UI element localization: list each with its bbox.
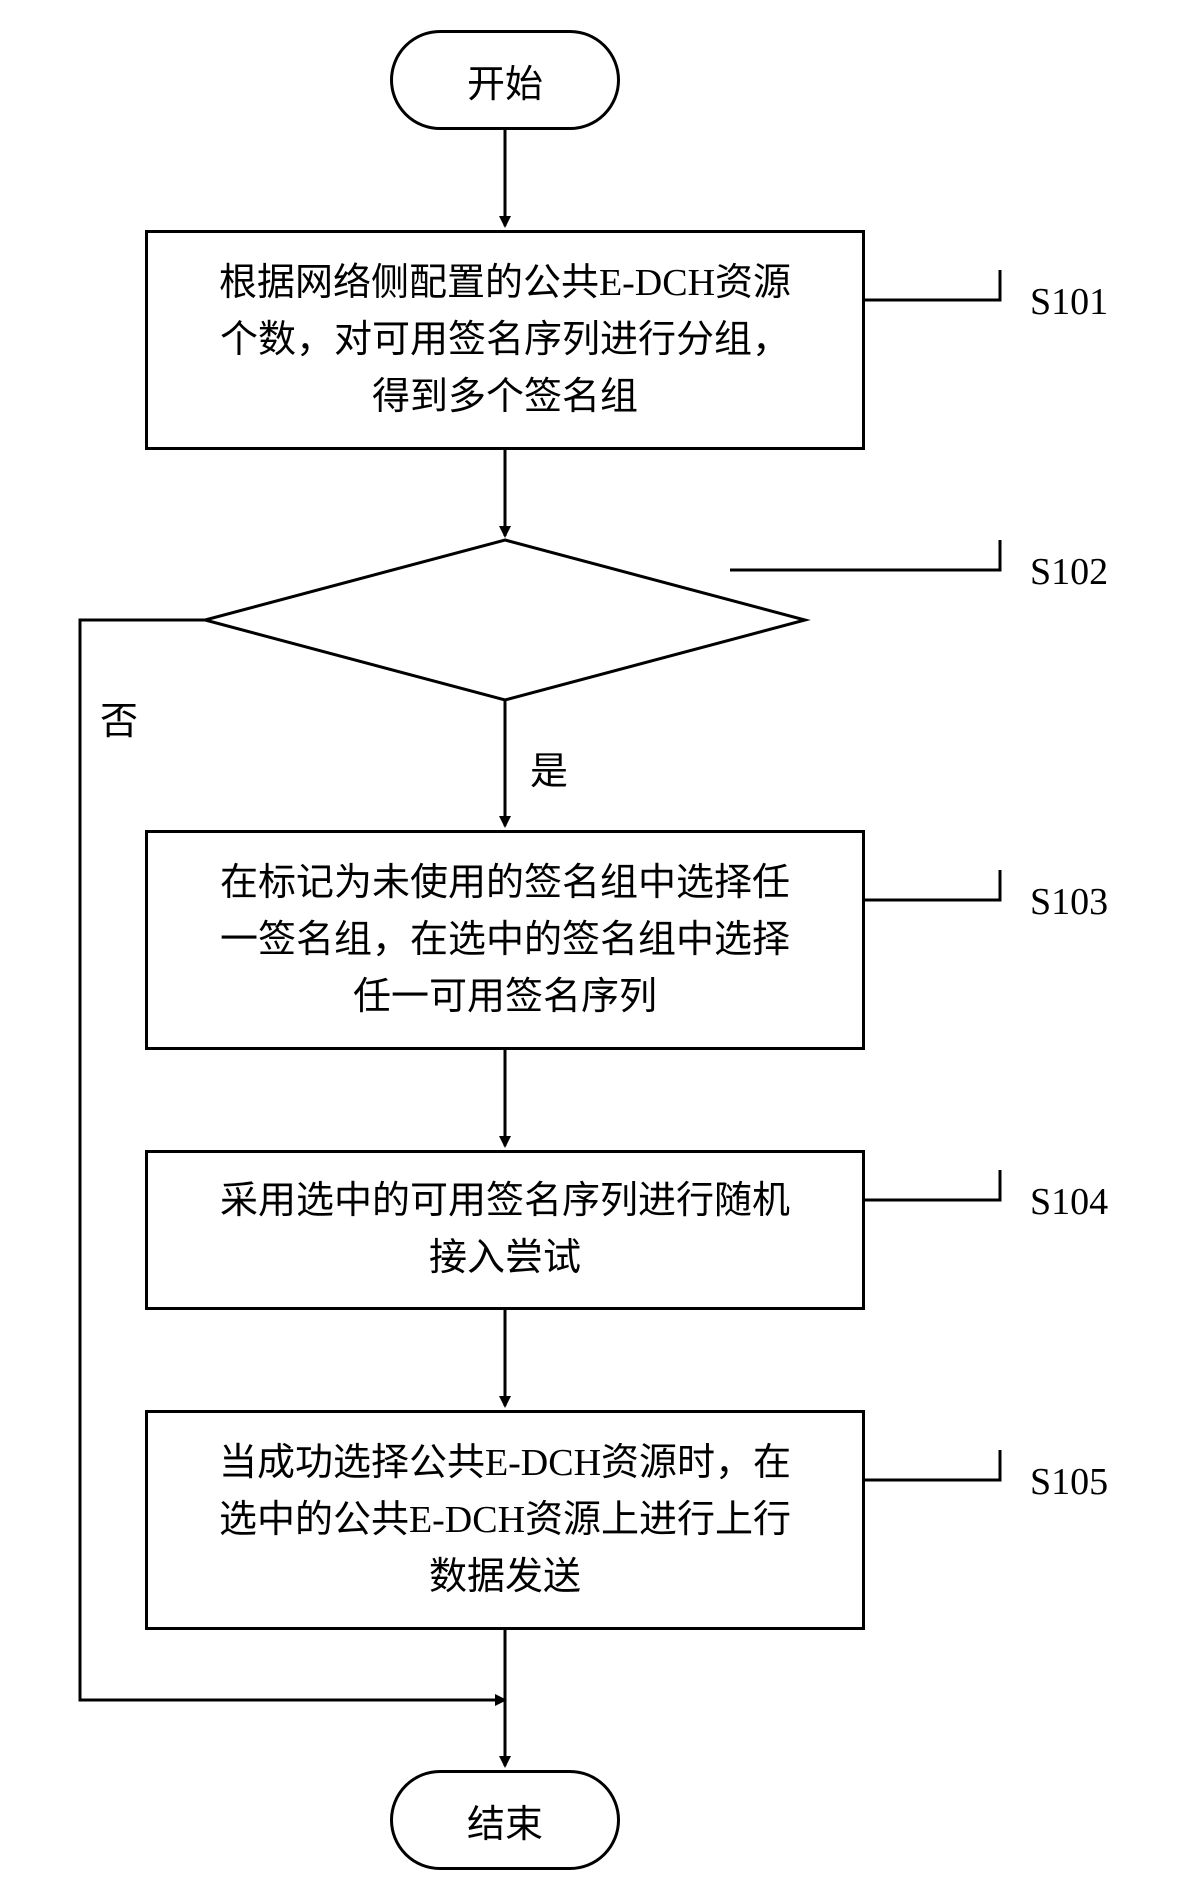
- end-text: 结束: [467, 1793, 543, 1848]
- step-label-s104: S104: [1030, 1180, 1108, 1224]
- step-label-s105: S105: [1030, 1460, 1108, 1504]
- step-label-s101: S101: [1030, 280, 1108, 324]
- process-s103-text: 在标记为未使用的签名组中选择任一签名组，在选中的签名组中选择任一可用签名序列: [220, 855, 790, 1026]
- process-s101: 根据网络侧配置的公共E-DCH资源个数，对可用签名序列进行分组，得到多个签名组: [145, 230, 865, 450]
- end-node: 结束: [390, 1770, 620, 1870]
- step-label-s103: S103: [1030, 880, 1108, 924]
- process-s104-text: 采用选中的可用签名序列进行随机接入尝试: [220, 1173, 790, 1287]
- decision-s102-text: 存在随机接入请求？: [310, 597, 652, 652]
- step-label-s102: S102: [1030, 550, 1108, 594]
- flowchart-canvas: 开始 根据网络侧配置的公共E-DCH资源个数，对可用签名序列进行分组，得到多个签…: [0, 0, 1203, 1897]
- process-s101-text: 根据网络侧配置的公共E-DCH资源个数，对可用签名序列进行分组，得到多个签名组: [219, 255, 791, 426]
- process-s104: 采用选中的可用签名序列进行随机接入尝试: [145, 1150, 865, 1310]
- process-s103: 在标记为未使用的签名组中选择任一签名组，在选中的签名组中选择任一可用签名序列: [145, 830, 865, 1050]
- start-node: 开始: [390, 30, 620, 130]
- start-text: 开始: [467, 53, 543, 108]
- edge-label-no: 否: [100, 690, 138, 745]
- process-s105-text: 当成功选择公共E-DCH资源时，在选中的公共E-DCH资源上进行上行数据发送: [219, 1435, 791, 1606]
- edge-label-yes: 是: [530, 740, 568, 795]
- process-s105: 当成功选择公共E-DCH资源时，在选中的公共E-DCH资源上进行上行数据发送: [145, 1410, 865, 1630]
